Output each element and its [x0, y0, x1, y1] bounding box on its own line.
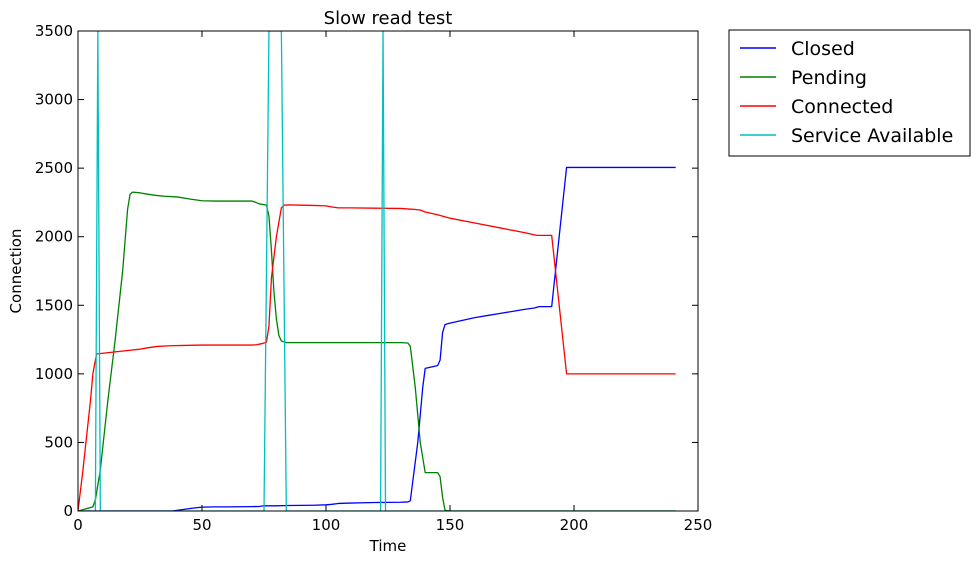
y-tick-label: 2000	[35, 228, 73, 246]
x-tick-label: 150	[436, 516, 465, 534]
x-tick-label: 250	[684, 516, 713, 534]
legend-label-service-available: Service Available	[791, 125, 953, 147]
y-tick-label: 3500	[35, 22, 73, 40]
series-line-closed	[78, 166, 676, 511]
x-axis-title: Time	[369, 537, 407, 555]
tick-layer: 0 50 100 150 200 2500500100015002000250030003…	[35, 22, 713, 534]
series-line-pending	[78, 191, 676, 511]
chart-title: Slow read test	[324, 8, 453, 29]
series-layer	[78, 31, 676, 511]
x-tick-label: 0	[73, 516, 83, 534]
y-tick-label: 500	[44, 433, 73, 451]
y-tick-label: 1500	[35, 296, 73, 314]
y-tick-label: 0	[63, 502, 73, 520]
y-tick-label: 1000	[35, 365, 73, 383]
legend-label-connected: Connected	[791, 96, 893, 118]
series-line-service-available	[78, 31, 676, 511]
legend-label-pending: Pending	[791, 67, 867, 89]
legend: Closed Pending Connected Service Available	[728, 29, 971, 157]
series-line-connected	[78, 204, 676, 511]
y-tick-label: 2500	[35, 159, 73, 177]
x-tick-label: 200	[560, 516, 589, 534]
y-tick-label: 3000	[35, 91, 73, 109]
legend-label-closed: Closed	[791, 38, 855, 60]
x-tick-label: 100	[312, 516, 341, 534]
plot-frame	[77, 30, 699, 512]
x-tick-label: 50	[192, 516, 211, 534]
y-axis-title: Connection	[7, 229, 25, 314]
